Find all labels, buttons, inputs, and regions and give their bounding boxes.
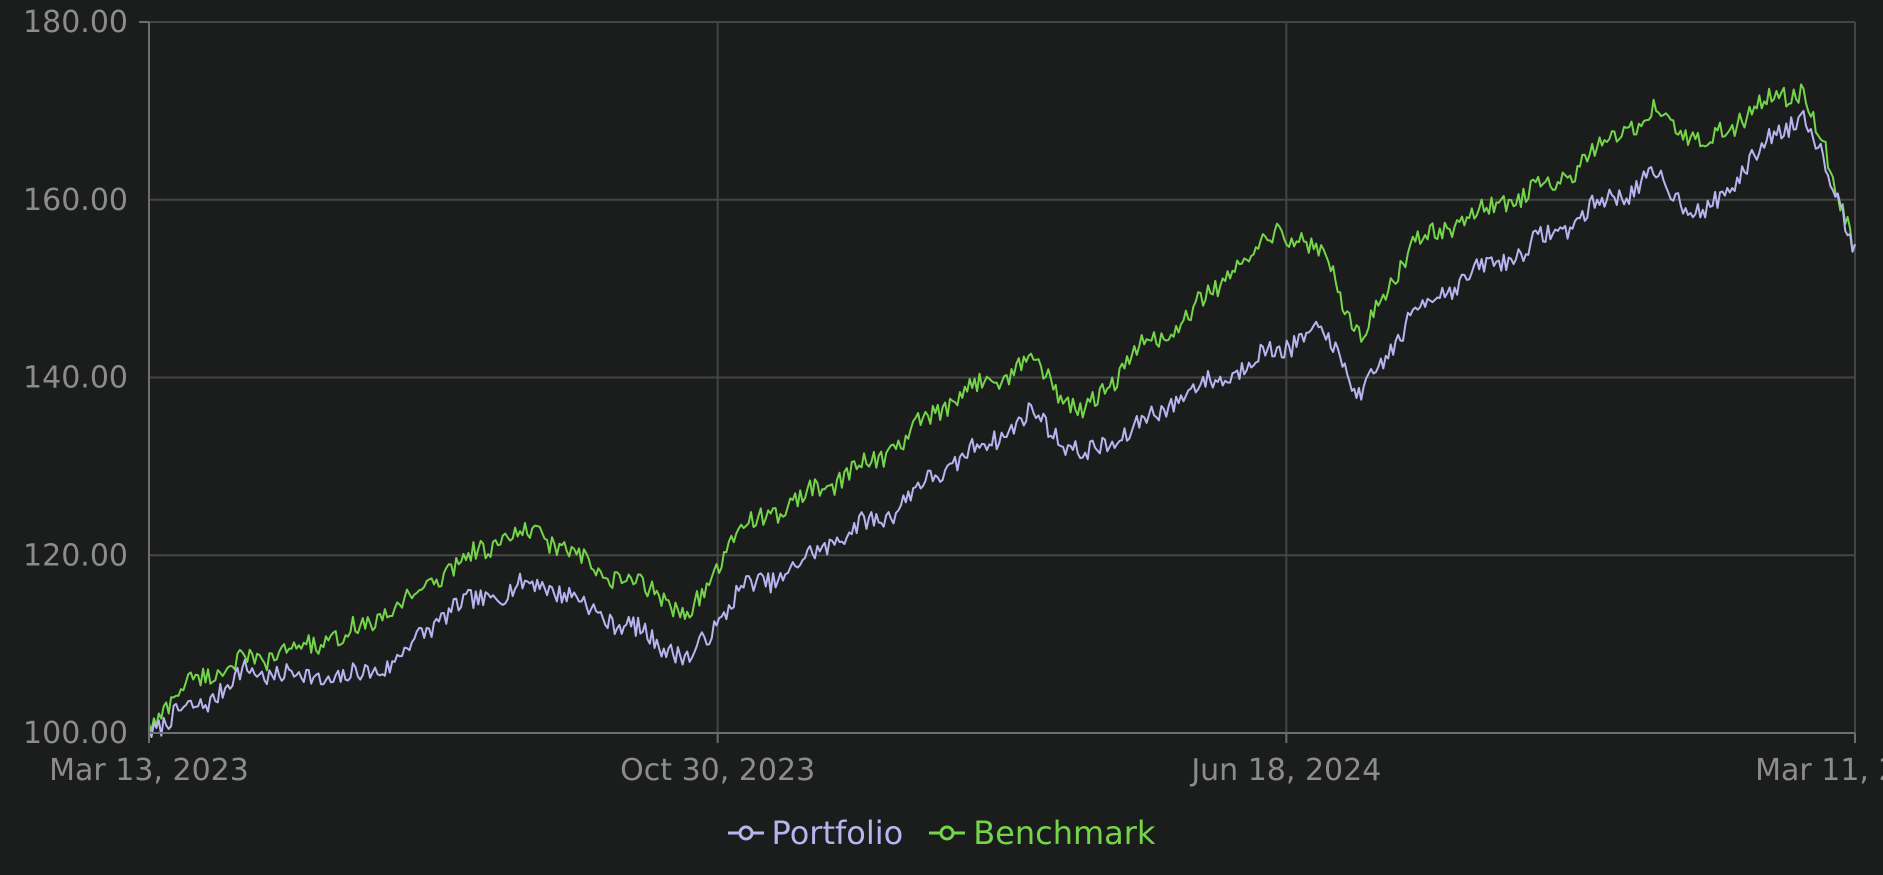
legend-item-benchmark[interactable]: Benchmark: [929, 814, 1155, 852]
legend-label-benchmark: Benchmark: [973, 814, 1156, 852]
y-tick-label: 120.00: [23, 538, 128, 573]
legend: Portfolio Benchmark: [0, 814, 1883, 852]
x-tick-label: Oct 30, 2023: [620, 753, 815, 788]
x-tick-label: Mar 11, 2025: [1755, 753, 1883, 788]
line-circle-marker-icon: [929, 825, 966, 841]
legend-label-portfolio: Portfolio: [771, 814, 904, 852]
series-line-portfolio[interactable]: [148, 109, 1856, 738]
y-tick-label: 160.00: [23, 183, 128, 218]
series-line-benchmark[interactable]: [148, 83, 1856, 732]
y-tick-label: 100.00: [23, 716, 128, 751]
line-circle-marker-icon: [727, 825, 764, 841]
x-tick-label: Mar 13, 2023: [49, 753, 249, 788]
legend-marker-circle: [738, 825, 754, 841]
legend-item-portfolio[interactable]: Portfolio: [727, 814, 904, 852]
legend-marker-circle: [939, 825, 955, 841]
y-tick-label: 140.00: [23, 361, 128, 396]
y-tick-label: 180.00: [23, 5, 128, 40]
tick-labels: 100.00 120.00 140.00 160.00 180.00 Mar 13, 20…: [23, 5, 1883, 788]
axes: [139, 21, 1856, 743]
grid: [148, 21, 1856, 734]
x-tick-label: Jun 18, 2024: [1189, 753, 1381, 788]
series-group: [148, 83, 1856, 738]
